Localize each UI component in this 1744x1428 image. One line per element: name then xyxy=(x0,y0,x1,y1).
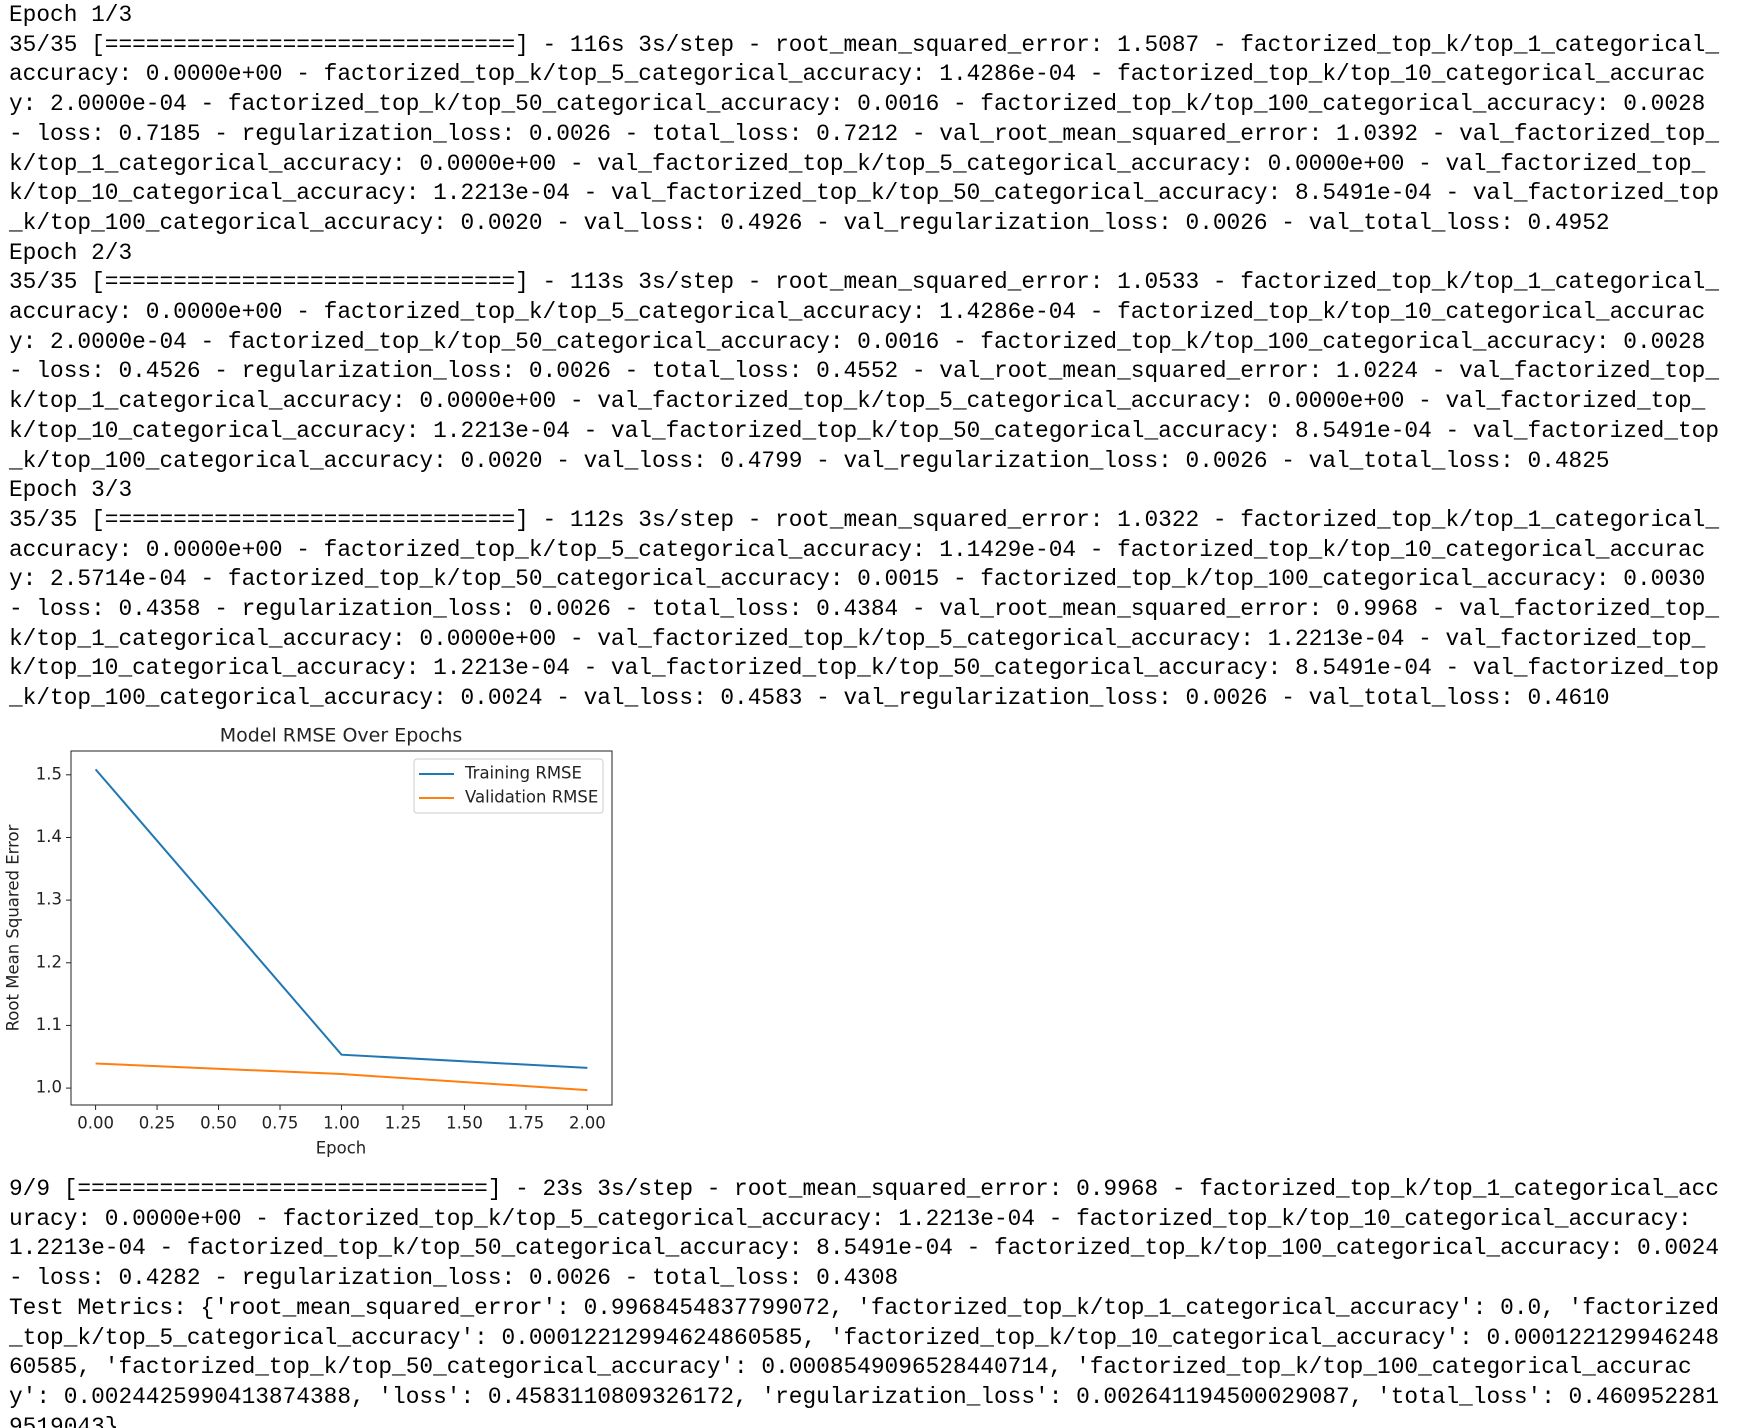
x-tick-label: 1.75 xyxy=(508,1114,545,1133)
data-line xyxy=(94,768,588,1069)
log-line: 35/35 [==============================] -… xyxy=(9,31,1720,58)
x-tick-label: 1.00 xyxy=(323,1114,360,1133)
log-line: _k/top_100_categorical_accuracy: 0.0020 … xyxy=(9,447,1610,474)
log-line: accuracy: 0.0000e+00 - factorized_top_k/… xyxy=(9,61,1706,88)
log-line: _k/top_100_categorical_accuracy: 0.0024 … xyxy=(9,685,1610,712)
x-axis-label: Epoch xyxy=(316,1139,367,1158)
log-line: k/top_10_categorical_accuracy: 1.2213e-0… xyxy=(9,655,1720,682)
y-tick-label: 1.1 xyxy=(36,1015,62,1034)
log-line: k/top_1_categorical_accuracy: 0.0000e+00… xyxy=(9,625,1706,652)
evaluation-log: 9/9 [==============================] - 2… xyxy=(9,1175,1719,1428)
legend-label: Training RMSE xyxy=(464,764,582,783)
x-tick-label: 1.25 xyxy=(385,1114,422,1133)
log-line: y: 2.5714e-04 - factorized_top_k/top_50_… xyxy=(9,566,1706,593)
x-tick-label: 1.50 xyxy=(446,1114,483,1133)
log-line: accuracy: 0.0000e+00 - factorized_top_k/… xyxy=(9,299,1706,326)
y-tick-label: 1.4 xyxy=(36,827,62,846)
log-line: k/top_10_categorical_accuracy: 1.2213e-0… xyxy=(9,417,1720,444)
log-line: k/top_1_categorical_accuracy: 0.0000e+00… xyxy=(9,388,1706,415)
chart: Model RMSE Over Epochs Epoch Root Mean S… xyxy=(4,725,613,1158)
log-line: 1.2213e-04 - factorized_top_k/top_50_cat… xyxy=(9,1235,1720,1262)
log-line: 9/9 [==============================] - 2… xyxy=(9,1176,1720,1202)
log-line: Test Metrics: {'root_mean_squared_error'… xyxy=(9,1294,1720,1321)
training-log: Epoch 1/3 35/35 [========================… xyxy=(9,1,1719,714)
log-line: accuracy: 0.0000e+00 - factorized_top_k/… xyxy=(9,536,1706,563)
log-line: 35/35 [==============================] -… xyxy=(9,269,1720,296)
log-line: k/top_10_categorical_accuracy: 1.2213e-0… xyxy=(9,180,1720,207)
log-line: Epoch 3/3 xyxy=(9,477,133,504)
log-line: - loss: 0.4282 - regularization_loss: 0.… xyxy=(9,1265,899,1292)
log-line: - loss: 0.4526 - regularization_loss: 0.… xyxy=(9,358,1720,385)
log-line: k/top_1_categorical_accuracy: 0.0000e+00… xyxy=(9,150,1706,177)
log-line: 35/35 [==============================] -… xyxy=(9,506,1720,533)
x-tick-label: 0.25 xyxy=(139,1114,176,1133)
x-tick-label: 0.00 xyxy=(77,1114,114,1133)
log-line: Epoch 1/3 xyxy=(9,2,133,28)
chart-title: Model RMSE Over Epochs xyxy=(220,725,463,747)
x-tick-label: 2.00 xyxy=(569,1114,606,1133)
y-tick-label: 1.2 xyxy=(36,952,62,971)
log-line: 9519043} xyxy=(9,1413,119,1428)
log-line: - loss: 0.4358 - regularization_loss: 0.… xyxy=(9,596,1720,623)
plot-frame xyxy=(70,750,613,1106)
x-tick-label: 0.50 xyxy=(200,1114,237,1133)
y-tick-label: 1.3 xyxy=(36,890,62,909)
log-line: y: 2.0000e-04 - factorized_top_k/top_50_… xyxy=(9,91,1706,118)
log-line: y: 2.0000e-04 - factorized_top_k/top_50_… xyxy=(9,328,1706,355)
y-tick-label: 1.0 xyxy=(36,1078,62,1097)
log-line: Epoch 2/3 xyxy=(9,239,133,266)
legend-label: Validation RMSE xyxy=(465,788,598,807)
log-line: _k/top_100_categorical_accuracy: 0.0020 … xyxy=(9,209,1610,236)
x-tick-label: 0.75 xyxy=(262,1114,299,1133)
log-line: uracy: 0.0000e+00 - factorized_top_k/top… xyxy=(9,1205,1692,1232)
y-axis-label: Root Mean Squared Error xyxy=(4,824,23,1031)
log-line: _top_k/top_5_categorical_accuracy': 0.00… xyxy=(9,1324,1720,1351)
log-line: y': 0.0024425990413874388, 'loss': 0.458… xyxy=(9,1383,1720,1410)
log-line: 60585, 'factorized_top_k/top_50_categori… xyxy=(9,1354,1692,1381)
legend-box xyxy=(413,758,604,814)
y-tick-label: 1.5 xyxy=(36,764,62,783)
data-line xyxy=(95,1062,588,1092)
log-line: - loss: 0.7185 - regularization_loss: 0.… xyxy=(9,120,1720,147)
